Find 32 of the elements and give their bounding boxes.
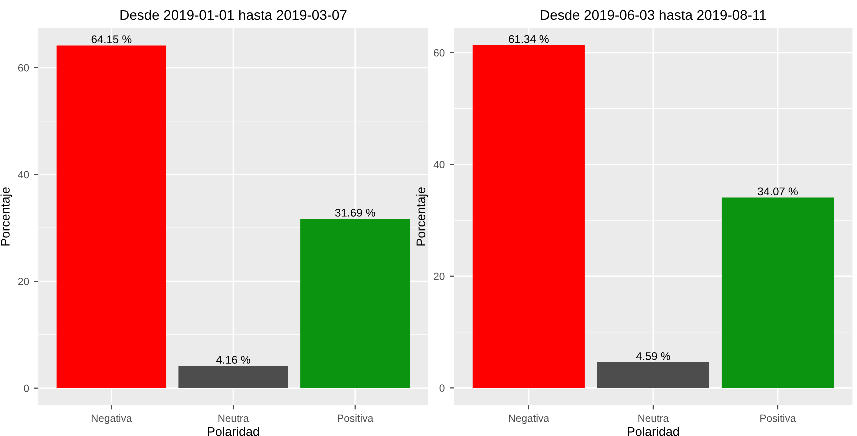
x-tick-label: Positiva (338, 414, 374, 422)
y-tick-label: 60 (18, 64, 30, 72)
bar (597, 362, 710, 388)
data-label: 4.16 % (216, 356, 250, 364)
bar (472, 45, 585, 388)
y-axis-title: Porcentaje (416, 188, 428, 246)
x-tick-label: Neutra (638, 414, 670, 422)
bar (56, 46, 167, 388)
y-tick-label: 40 (18, 171, 30, 179)
data-label: 34.07 % (758, 188, 798, 196)
y-tick-label: 0 (440, 384, 445, 392)
chart-title: Desde 2019-06-03 hasta 2019-08-11 (541, 10, 766, 20)
bar (300, 219, 410, 388)
y-tick-label: 60 (434, 49, 445, 57)
chart-title: Desde 2019-01-01 hasta 2019-03-07 (120, 10, 347, 20)
bar (722, 198, 834, 388)
data-label: 64.15 % (92, 36, 132, 44)
data-label: 31.69 % (335, 209, 376, 217)
bar (178, 366, 288, 388)
y-tick-label: 20 (434, 272, 445, 280)
data-label: 4.59 % (636, 352, 670, 360)
y-axis-title: Porcentaje (0, 188, 12, 246)
x-tick-label: Positiva (760, 414, 796, 422)
x-tick-label: Negativa (92, 414, 132, 424)
data-label: 61.34 % (509, 35, 549, 44)
x-tick-label: Neutra (218, 414, 250, 422)
x-tick-label: Negativa (509, 414, 550, 424)
y-tick-label: 40 (434, 161, 445, 169)
x-axis-title: Polaridad (628, 426, 680, 436)
x-axis-title: Polaridad (208, 426, 260, 436)
y-tick-label: 0 (24, 384, 30, 392)
y-tick-label: 20 (18, 278, 30, 286)
